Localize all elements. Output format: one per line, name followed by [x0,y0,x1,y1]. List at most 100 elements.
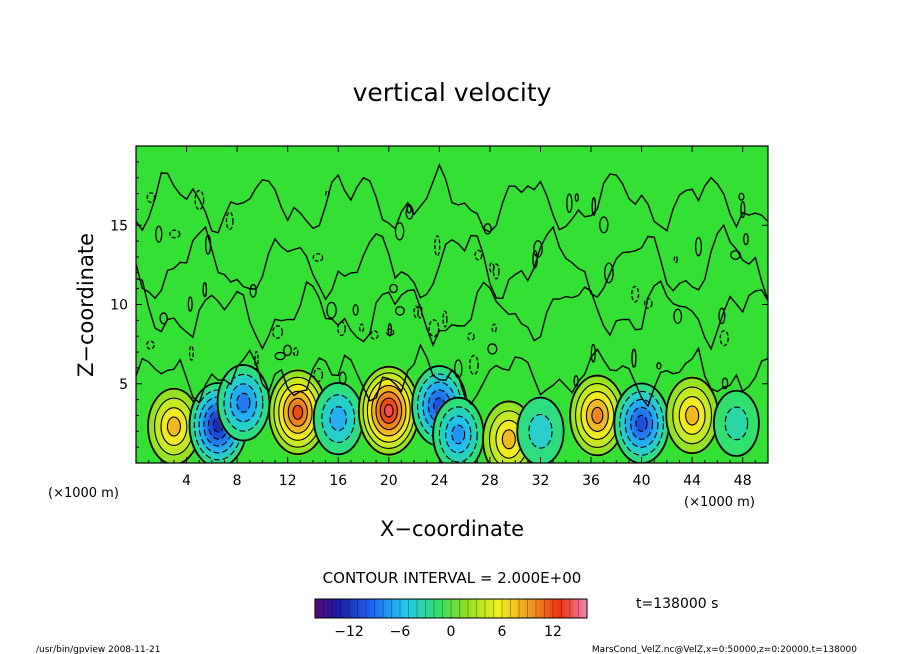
contour-loop [599,216,609,234]
velocity-cells [147,364,760,463]
cell-fill [451,425,465,444]
velocity-cell-4 [312,381,364,456]
contour-loop [312,253,324,262]
contour-ring [223,373,264,432]
contour-loop [204,234,212,255]
contour-ring [438,406,478,463]
contour-loop [146,340,155,350]
contour-lines [136,163,768,408]
x-tick-label: 8 [233,473,242,489]
contour-loop [434,235,441,257]
contour-ring [624,398,659,448]
x-tick-label: 28 [481,473,499,489]
contour-ring [236,392,251,413]
velocity-cell-7 [432,396,485,463]
y-tick-label: 5 [119,377,128,393]
cell-fill [167,416,181,437]
contour-ring [619,390,664,456]
contour-loop [225,211,234,231]
contour-loop [590,343,596,363]
contour-interval-label: CONTOUR INTERVAL = 2.000E+00 [323,569,582,587]
contour-loop [272,325,284,339]
contour-loop [293,347,299,357]
contour-loop [159,312,168,325]
velocity-cell-3 [268,369,328,456]
contour-loop [146,192,156,204]
x-tick-label: 48 [734,473,752,489]
cell-fill [528,414,553,449]
contour-loop [389,283,398,294]
contour-line [136,277,768,351]
contour-ring [229,383,257,423]
contour-loop [721,377,729,390]
contour-loop [566,193,573,214]
time-label: t=138000 s [636,596,718,612]
y-tick-label: 15 [110,218,128,234]
contour-ring [160,407,188,446]
contour-loop [283,344,293,357]
contour-loop [743,233,749,246]
contour-ring [528,413,553,449]
x-tick-label: 24 [430,473,448,489]
contour-loop [395,305,405,316]
y-axis: 5 10 15 [110,161,768,448]
colorbar-tick-label: 6 [498,624,507,640]
x-tick-label: 20 [380,473,398,489]
colorbar-tick-label: 0 [447,624,456,640]
contour-loop [574,193,579,202]
chart-title: vertical velocity [353,78,552,107]
contour-loop [719,330,729,347]
contour-ring [585,398,609,432]
contour-loop [442,310,448,328]
cell-fill [502,429,516,449]
contour-loop [487,343,498,355]
contour-loop [489,262,495,273]
x-unit-right: (×1000 m) [684,495,755,510]
contour-loop [643,298,653,309]
contour-ring [635,414,648,432]
y-axis-label: Z−coordinate [74,233,98,377]
contour-ring [591,406,604,424]
contour-ring [371,384,407,437]
contour-loop [394,222,405,241]
contour-loop [337,321,346,337]
contour-line [136,343,768,408]
contour-loop [187,296,193,312]
contour-ring [282,390,313,434]
x-unit-left: (×1000 m) [48,486,119,501]
contour-loop [358,323,365,333]
contour-ring [329,406,347,432]
contour-ring [292,404,304,420]
contour-loop [738,192,745,201]
contour-line [136,223,768,301]
contour-loop [573,375,579,387]
contour-loop [413,305,419,318]
contour-loop [194,189,205,211]
contour-line [136,163,768,234]
contour-ring [501,429,516,450]
contour-loop [202,282,208,298]
x-axis-label: X−coordinate [380,517,524,541]
contour-loop [274,351,286,361]
contour-loop [631,348,637,368]
contour-loop [591,197,597,217]
cell-fill [591,407,603,424]
contour-loop [730,250,741,260]
contour-ring [321,394,356,443]
colorbar-tick-label: −12 [334,624,364,640]
contour-ring [713,389,760,457]
x-tick-label: 4 [182,473,191,489]
contour-loop [483,223,492,235]
x-tick-label: 12 [279,473,297,489]
contour-loop [467,332,475,341]
contour-ring [445,415,472,454]
velocity-cell-5 [357,365,420,456]
velocity-cell-9 [516,396,565,463]
contour-ring [451,424,466,445]
cell-fill [329,406,347,431]
contour-loop [313,367,324,383]
contour-loop [532,250,538,269]
contour-loop [718,307,726,325]
contour-loop [740,200,746,219]
